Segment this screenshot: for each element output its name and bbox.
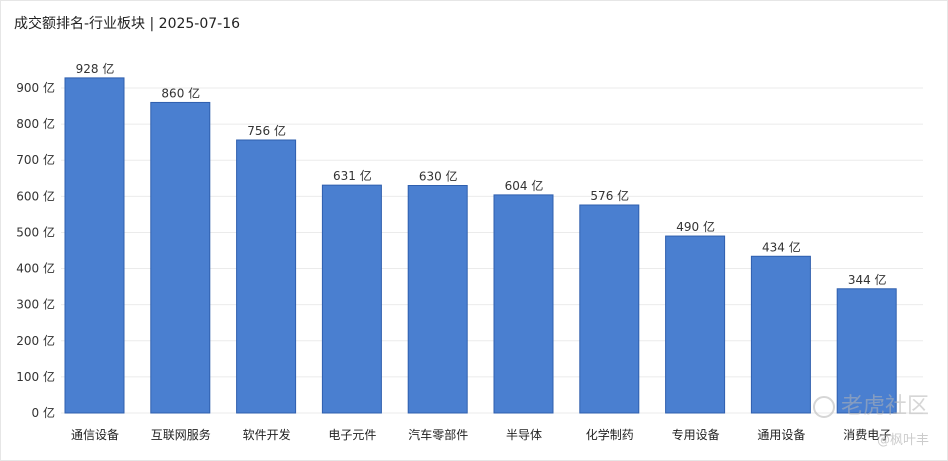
bar[interactable] [64, 77, 125, 414]
bar[interactable] [407, 185, 468, 414]
y-tick-label: 900 亿 [16, 80, 55, 95]
x-tick-label: 消费电子 [843, 428, 891, 442]
x-tick-label: 通信设备 [71, 428, 119, 442]
bars [64, 77, 897, 414]
data-label: 631 亿 [333, 168, 372, 183]
x-axis: 通信设备 互联网服务 软件开发 电子元件 汽车零部件 半导体 化学制药 专用设备 通用设备 消费电… [71, 427, 891, 442]
bar[interactable] [836, 288, 897, 414]
y-tick-label: 700 亿 [16, 152, 55, 167]
data-label: 434 亿 [762, 239, 801, 254]
y-tick-label: 0 亿 [32, 405, 55, 420]
y-tick-label: 500 亿 [16, 224, 55, 239]
x-tick-label: 专用设备 [672, 427, 720, 442]
data-label: 928 亿 [76, 61, 115, 76]
y-tick-label: 600 亿 [16, 188, 55, 203]
y-axis: 0 亿 100 亿 200 亿 300 亿 400 亿 500 亿 600 亿 700 亿 80… [16, 80, 55, 420]
y-tick-label: 800 亿 [16, 116, 55, 131]
bar[interactable] [150, 101, 211, 414]
data-labels: 928 亿 860 亿 756 亿 631 亿 630 亿 604 亿 576 亿 490 亿… [76, 61, 887, 287]
x-tick-label: 半导体 [506, 428, 542, 442]
y-tick-label: 400 亿 [16, 261, 55, 276]
x-tick-label: 化学制药 [586, 427, 634, 442]
bar[interactable] [665, 235, 726, 414]
y-tick-label: 100 亿 [16, 369, 55, 384]
x-tick-label: 电子元件 [328, 428, 376, 442]
watermark: 老虎社区 [812, 388, 929, 420]
y-tick-label: 300 亿 [16, 297, 55, 312]
watermark-brand: 老虎社区 [840, 394, 929, 419]
y-tick-label: 200 亿 [16, 333, 55, 348]
data-label: 860 亿 [161, 85, 200, 100]
x-tick-label: 汽车零部件 [408, 427, 468, 442]
bar[interactable] [579, 204, 640, 414]
x-tick-label: 互联网服务 [151, 427, 211, 442]
data-label: 630 亿 [419, 169, 458, 184]
bar[interactable] [321, 184, 382, 414]
data-label: 344 亿 [848, 272, 887, 287]
x-tick-label: 软件开发 [243, 427, 291, 442]
data-label: 604 亿 [505, 178, 544, 193]
data-label: 756 亿 [247, 123, 286, 138]
bar[interactable] [493, 194, 554, 414]
chart-title: 成交额排名-行业板块 | 2025-07-16 [14, 16, 241, 32]
data-label: 490 亿 [676, 219, 715, 234]
watermark-user: @枫叶丰 [876, 433, 929, 448]
data-label: 576 亿 [590, 188, 629, 203]
bar[interactable] [236, 139, 297, 414]
x-tick-label: 通用设备 [757, 428, 805, 442]
tiger-logo-icon [812, 396, 835, 418]
bar[interactable] [750, 255, 811, 414]
